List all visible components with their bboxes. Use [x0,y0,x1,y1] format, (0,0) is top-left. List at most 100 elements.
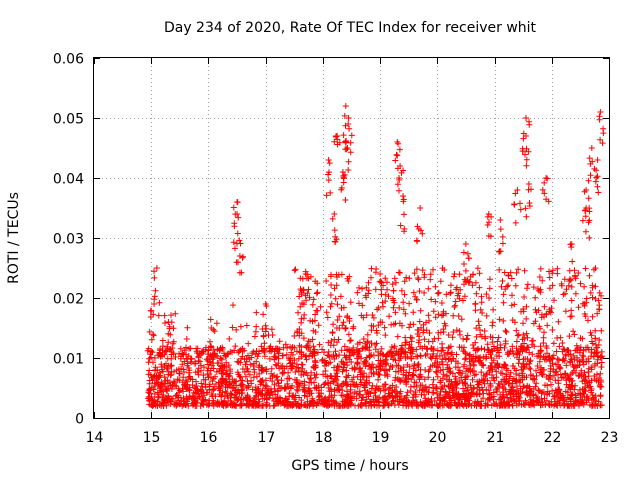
data-point [302,292,309,299]
data-point [558,395,565,402]
data-point [549,355,556,361]
data-point [210,360,217,367]
data-point [548,398,555,405]
data-point [340,319,347,326]
data-point [514,349,521,356]
data-point [342,378,349,385]
data-point [470,342,476,348]
data-point [557,402,564,409]
data-point [300,286,307,293]
data-point [501,402,508,409]
data-point [579,217,586,224]
data-point [568,382,575,389]
data-point [243,322,250,329]
data-point [523,162,530,169]
data-point [530,391,536,398]
data-point [292,392,299,399]
data-point [253,358,260,365]
data-point [445,345,452,352]
data-point [360,374,367,381]
data-point [235,349,242,356]
data-point [368,340,375,347]
data-point [276,338,283,345]
data-point [400,306,407,313]
data-point [250,363,257,369]
data-point [319,358,325,364]
data-point [360,336,367,342]
data-point [256,348,263,355]
data-point [526,121,533,128]
data-point [340,132,347,139]
data-point [296,342,303,349]
data-point [583,295,590,302]
data-point [424,351,431,357]
data-point [384,279,390,286]
data-point [296,394,303,401]
data-point [218,370,225,377]
data-point [332,295,339,302]
data-point [589,392,596,399]
data-point [481,328,488,334]
data-point [367,399,374,406]
data-point [300,287,307,294]
data-point [249,386,256,393]
data-point [149,402,155,409]
data-point [404,389,411,396]
data-point [588,346,595,353]
data-point [396,187,402,194]
data-point [414,238,421,245]
data-point [453,327,460,334]
data-point [549,360,556,367]
data-point [282,341,289,348]
data-point [377,363,384,370]
data-point [450,273,457,280]
data-point [338,392,345,399]
data-point [333,236,340,243]
data-point [501,361,508,368]
data-point [171,401,178,408]
data-point [344,145,351,151]
data-point [376,385,383,392]
data-point [417,352,424,359]
data-point [218,399,225,406]
data-point [145,359,152,366]
data-point [517,376,524,383]
data-point [484,401,491,408]
data-point [376,278,383,285]
data-point [437,379,444,386]
data-point [300,401,307,408]
data-point [497,226,504,233]
data-point [301,392,308,399]
data-point [434,347,441,354]
data-point [476,270,483,277]
data-point [376,371,382,378]
data-point [245,368,252,375]
data-point [488,374,495,381]
data-point [150,331,157,338]
data-point [237,359,244,366]
data-point [490,396,497,403]
data-point [443,372,450,379]
data-point [343,325,349,331]
data-point [161,374,168,381]
data-point [550,352,557,359]
data-point [563,362,570,369]
data-point [279,352,286,359]
data-point [530,386,537,392]
data-point [563,377,570,384]
data-point [203,356,210,363]
data-point [313,371,320,378]
data-point [316,392,323,399]
data-point [370,323,377,330]
data-point [477,403,484,409]
data-point [345,167,352,173]
data-point [441,267,448,273]
data-point [526,358,533,365]
data-point [472,307,479,314]
data-point [513,402,520,409]
data-point [334,373,341,380]
data-point [232,387,239,394]
data-point [154,398,161,405]
data-point [484,377,491,384]
data-point [552,377,559,384]
